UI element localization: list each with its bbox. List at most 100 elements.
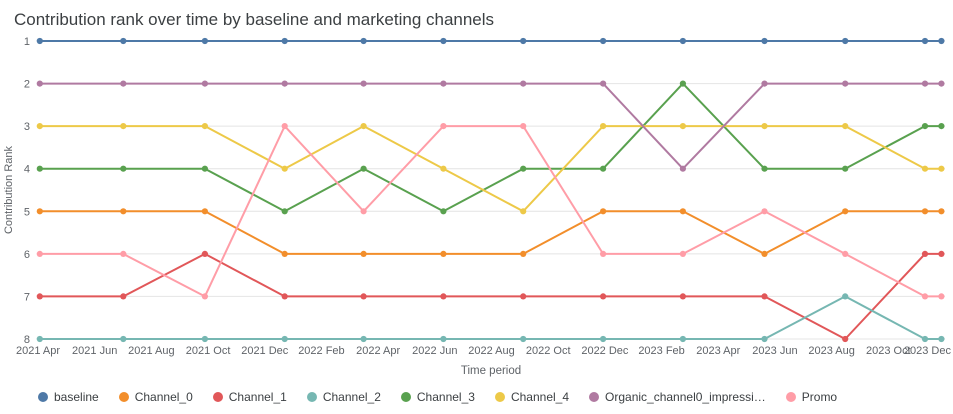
series-line-Channel_2[interactable] bbox=[38, 295, 943, 340]
series-point-Channel_2[interactable] bbox=[120, 335, 127, 343]
legend-item-Channel_3[interactable]: Channel_3 bbox=[400, 390, 475, 404]
series-point-baseline[interactable] bbox=[120, 37, 127, 45]
series-point-Channel_2[interactable] bbox=[679, 335, 687, 343]
series-point-Channel_2[interactable] bbox=[201, 335, 208, 343]
series-point-Channel_4[interactable] bbox=[201, 123, 208, 130]
series-point-Promo[interactable] bbox=[600, 250, 607, 257]
series-point-baseline[interactable] bbox=[842, 37, 849, 45]
series-point-baseline[interactable] bbox=[679, 37, 687, 45]
series-point-Channel_3[interactable] bbox=[679, 80, 687, 87]
series-point-Organic_channel0_impressi…[interactable] bbox=[600, 80, 607, 87]
series-point-Channel_0[interactable] bbox=[360, 250, 367, 257]
series-point-Channel_3[interactable] bbox=[201, 165, 208, 172]
series-point-Channel_4[interactable] bbox=[281, 165, 288, 172]
series-point-Channel_4[interactable] bbox=[360, 123, 367, 130]
series-point-Channel_1[interactable] bbox=[679, 293, 687, 300]
series-point-Channel_2[interactable] bbox=[600, 335, 607, 343]
legend-item-Channel_1[interactable]: Channel_1 bbox=[212, 390, 287, 404]
series-point-Channel_0[interactable] bbox=[281, 250, 288, 257]
series-point-Channel_0[interactable] bbox=[36, 208, 43, 215]
series-point-Channel_4[interactable] bbox=[842, 123, 849, 130]
series-point-Organic_channel0_impressi…[interactable] bbox=[281, 80, 288, 87]
series-point-Channel_0[interactable] bbox=[938, 208, 945, 215]
series-point-Channel_2[interactable] bbox=[842, 293, 849, 300]
series-point-Channel_3[interactable] bbox=[921, 123, 929, 130]
legend-item-Promo[interactable]: Promo bbox=[785, 390, 837, 404]
legend-item-Channel_4[interactable]: Channel_4 bbox=[494, 390, 569, 404]
series-point-Channel_0[interactable] bbox=[440, 250, 447, 257]
series-point-Organic_channel0_impressi…[interactable] bbox=[761, 80, 768, 87]
series-point-Organic_channel0_impressi…[interactable] bbox=[36, 80, 43, 87]
series-point-Channel_2[interactable] bbox=[36, 335, 43, 343]
series-point-Channel_3[interactable] bbox=[36, 165, 43, 172]
series-point-Channel_1[interactable] bbox=[938, 250, 945, 257]
series-point-Channel_3[interactable] bbox=[120, 165, 127, 172]
series-line-Channel_3[interactable] bbox=[38, 82, 943, 213]
series-point-Channel_4[interactable] bbox=[761, 123, 768, 130]
series-point-Channel_0[interactable] bbox=[921, 208, 929, 215]
series-point-Channel_3[interactable] bbox=[842, 165, 849, 172]
series-point-Channel_4[interactable] bbox=[600, 123, 607, 130]
series-point-baseline[interactable] bbox=[36, 37, 43, 45]
series-point-Promo[interactable] bbox=[36, 250, 43, 257]
series-point-Channel_1[interactable] bbox=[360, 293, 367, 300]
legend-item-Channel_0[interactable]: Channel_0 bbox=[118, 390, 193, 404]
series-point-Channel_3[interactable] bbox=[360, 165, 367, 172]
series-point-baseline[interactable] bbox=[921, 37, 929, 45]
series-point-Channel_0[interactable] bbox=[520, 250, 527, 257]
series-point-Channel_2[interactable] bbox=[921, 335, 929, 343]
series-point-Channel_4[interactable] bbox=[938, 165, 945, 172]
series-point-Channel_1[interactable] bbox=[281, 293, 288, 300]
series-point-Organic_channel0_impressi…[interactable] bbox=[201, 80, 208, 87]
series-point-Channel_4[interactable] bbox=[440, 165, 447, 172]
series-point-Channel_2[interactable] bbox=[281, 335, 288, 343]
series-point-baseline[interactable] bbox=[761, 37, 768, 45]
series-point-Channel_4[interactable] bbox=[120, 123, 127, 130]
series-point-Channel_1[interactable] bbox=[201, 250, 208, 257]
series-point-Channel_3[interactable] bbox=[281, 208, 288, 215]
series-point-baseline[interactable] bbox=[201, 37, 208, 45]
series-point-Channel_3[interactable] bbox=[440, 208, 447, 215]
series-point-baseline[interactable] bbox=[600, 37, 607, 45]
series-point-Channel_2[interactable] bbox=[938, 335, 945, 343]
series-point-Promo[interactable] bbox=[842, 250, 849, 257]
series-point-Channel_0[interactable] bbox=[201, 208, 208, 215]
series-point-Channel_4[interactable] bbox=[921, 165, 929, 172]
series-point-Promo[interactable] bbox=[761, 208, 768, 215]
series-point-baseline[interactable] bbox=[360, 37, 367, 45]
series-point-Channel_0[interactable] bbox=[679, 208, 687, 215]
series-point-Promo[interactable] bbox=[360, 208, 367, 215]
series-point-Channel_4[interactable] bbox=[36, 123, 43, 130]
series-point-Channel_0[interactable] bbox=[842, 208, 849, 215]
series-point-Promo[interactable] bbox=[679, 250, 687, 257]
series-point-Channel_0[interactable] bbox=[761, 250, 768, 257]
series-point-Channel_3[interactable] bbox=[520, 165, 527, 172]
series-point-Channel_2[interactable] bbox=[440, 335, 447, 343]
series-point-Channel_2[interactable] bbox=[520, 335, 527, 343]
series-point-Channel_1[interactable] bbox=[36, 293, 43, 300]
series-point-Channel_2[interactable] bbox=[360, 335, 367, 343]
series-point-Organic_channel0_impressi…[interactable] bbox=[679, 165, 687, 172]
series-point-Promo[interactable] bbox=[938, 293, 945, 300]
series-point-baseline[interactable] bbox=[440, 37, 447, 45]
series-point-Channel_1[interactable] bbox=[600, 293, 607, 300]
series-point-Organic_channel0_impressi…[interactable] bbox=[520, 80, 527, 87]
series-point-Organic_channel0_impressi…[interactable] bbox=[842, 80, 849, 87]
series-point-Organic_channel0_impressi…[interactable] bbox=[120, 80, 127, 87]
series-point-Organic_channel0_impressi…[interactable] bbox=[921, 80, 929, 87]
series-point-Channel_1[interactable] bbox=[842, 335, 849, 343]
series-point-baseline[interactable] bbox=[938, 37, 945, 45]
series-point-baseline[interactable] bbox=[281, 37, 288, 45]
series-point-Channel_1[interactable] bbox=[761, 293, 768, 300]
series-point-Channel_1[interactable] bbox=[921, 250, 929, 257]
series-point-Organic_channel0_impressi…[interactable] bbox=[938, 80, 945, 87]
legend-item-Channel_2[interactable]: Channel_2 bbox=[306, 390, 381, 404]
legend-item-baseline[interactable]: baseline bbox=[38, 390, 99, 404]
series-point-baseline[interactable] bbox=[520, 37, 527, 45]
series-point-Channel_0[interactable] bbox=[120, 208, 127, 215]
series-point-Promo[interactable] bbox=[921, 293, 929, 300]
series-point-Channel_0[interactable] bbox=[600, 208, 607, 215]
series-point-Organic_channel0_impressi…[interactable] bbox=[360, 80, 367, 87]
series-point-Channel_1[interactable] bbox=[440, 293, 447, 300]
